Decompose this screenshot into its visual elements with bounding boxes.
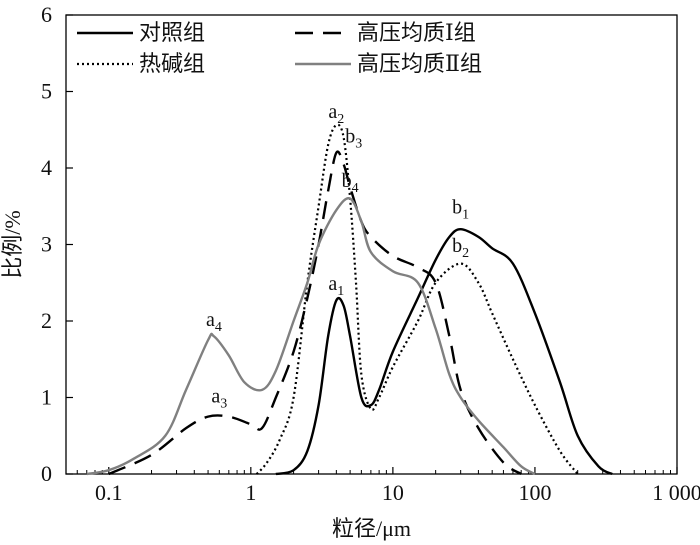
legend-item: 高压均质Ⅱ组	[295, 51, 482, 76]
x-tick-label: 10	[382, 480, 404, 505]
legend-label: 对照组	[139, 20, 205, 45]
series-layer	[86, 123, 613, 476]
peak-label: a2	[328, 101, 344, 127]
series-line-3	[108, 150, 522, 476]
axes-layer: 0 1 2 3 4 5 6 0.1 1 10 100 1 000	[41, 2, 700, 505]
series-line-2	[255, 123, 579, 475]
legend-label: 高压均质Ⅰ组	[357, 20, 476, 45]
x-tick-label: 1	[245, 480, 256, 505]
peak-label: b3	[345, 126, 362, 152]
legend-item: 高压均质Ⅰ组	[295, 20, 476, 45]
x-tick-label: 100	[518, 480, 551, 505]
y-axis-title: 比例/%	[0, 210, 25, 278]
y-tick-label: 3	[41, 232, 52, 257]
series-line-4	[86, 197, 536, 476]
y-tick-label: 1	[41, 385, 52, 410]
peak-label: a3	[211, 386, 227, 412]
peak-label: b1	[452, 197, 469, 223]
x-tick-label: 1 000	[652, 480, 700, 505]
peak-label: a1	[328, 273, 344, 299]
x-tick-label: 0.1	[95, 480, 123, 505]
y-tick-label: 5	[41, 79, 52, 104]
peak-label: b4	[342, 170, 359, 196]
y-tick-label: 6	[41, 2, 52, 27]
legend-item: 热碱组	[77, 51, 205, 76]
x-axis-title: 粒径/μm	[332, 516, 411, 541]
y-tick-label: 0	[41, 461, 52, 486]
peak-annotations: a1 a2 a3 a4 b1 b2 b3 b4	[206, 101, 469, 412]
peak-label: a4	[206, 309, 222, 335]
legend-label: 高压均质Ⅱ组	[357, 51, 482, 76]
peak-label: b2	[452, 235, 469, 261]
series-line-1	[275, 228, 613, 476]
y-tick-label: 4	[41, 155, 52, 180]
legend-item: 对照组	[77, 20, 205, 45]
legend-label: 热碱组	[139, 51, 205, 76]
y-tick-label: 2	[41, 308, 52, 333]
